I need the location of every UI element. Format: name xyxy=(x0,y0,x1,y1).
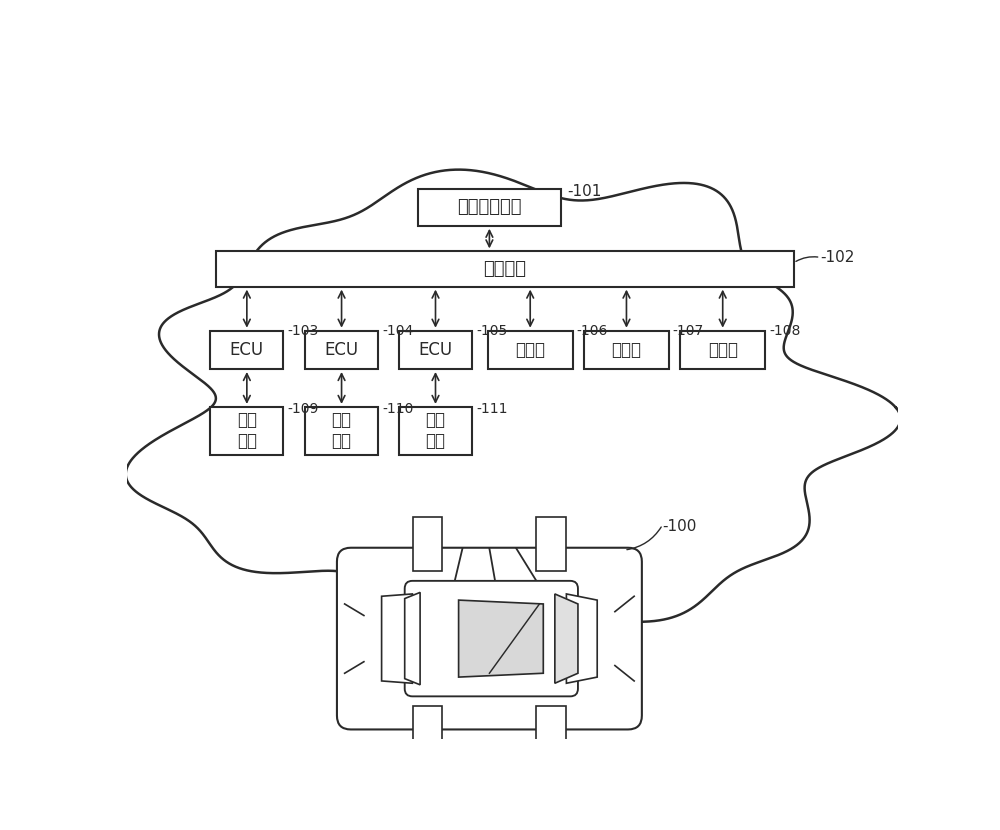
Bar xyxy=(305,407,378,455)
Polygon shape xyxy=(405,593,420,685)
Bar xyxy=(216,251,794,286)
Text: -100: -100 xyxy=(663,520,697,535)
Bar xyxy=(413,517,442,571)
Text: 执行
器件: 执行 器件 xyxy=(332,412,352,450)
Text: -107: -107 xyxy=(673,324,704,338)
Text: 执行
器件: 执行 器件 xyxy=(237,412,257,450)
Text: -110: -110 xyxy=(382,403,413,416)
Text: -105: -105 xyxy=(476,324,507,338)
Bar xyxy=(210,330,283,369)
Text: 传感器: 传感器 xyxy=(611,341,641,359)
Text: -101: -101 xyxy=(567,184,601,199)
Polygon shape xyxy=(126,169,900,646)
Bar xyxy=(399,330,472,369)
Bar xyxy=(418,189,561,226)
Text: -106: -106 xyxy=(576,324,608,338)
Text: 执行
器件: 执行 器件 xyxy=(426,412,446,450)
Polygon shape xyxy=(382,594,412,683)
Text: -109: -109 xyxy=(287,403,319,416)
Bar xyxy=(488,330,573,369)
Text: 传感器: 传感器 xyxy=(708,341,738,359)
Polygon shape xyxy=(555,594,578,683)
Polygon shape xyxy=(459,600,543,677)
Text: ECU: ECU xyxy=(418,341,453,359)
Text: -103: -103 xyxy=(287,324,319,338)
Polygon shape xyxy=(566,594,597,683)
Bar xyxy=(399,407,472,455)
Text: 传感器: 传感器 xyxy=(515,341,545,359)
Text: -102: -102 xyxy=(821,250,855,265)
Bar xyxy=(536,517,566,571)
Bar xyxy=(584,330,669,369)
Bar xyxy=(413,706,442,760)
Bar xyxy=(536,706,566,760)
Bar xyxy=(305,330,378,369)
Text: 车身总线: 车身总线 xyxy=(483,260,526,278)
Bar xyxy=(680,330,765,369)
Text: ECU: ECU xyxy=(230,341,264,359)
Bar xyxy=(210,407,283,455)
Text: -111: -111 xyxy=(476,403,507,416)
Text: ECU: ECU xyxy=(324,341,359,359)
FancyBboxPatch shape xyxy=(337,548,642,730)
Text: 驾驶控制设备: 驾驶控制设备 xyxy=(457,198,522,217)
Text: -104: -104 xyxy=(382,324,413,338)
FancyBboxPatch shape xyxy=(405,581,578,696)
Text: -108: -108 xyxy=(769,324,800,338)
